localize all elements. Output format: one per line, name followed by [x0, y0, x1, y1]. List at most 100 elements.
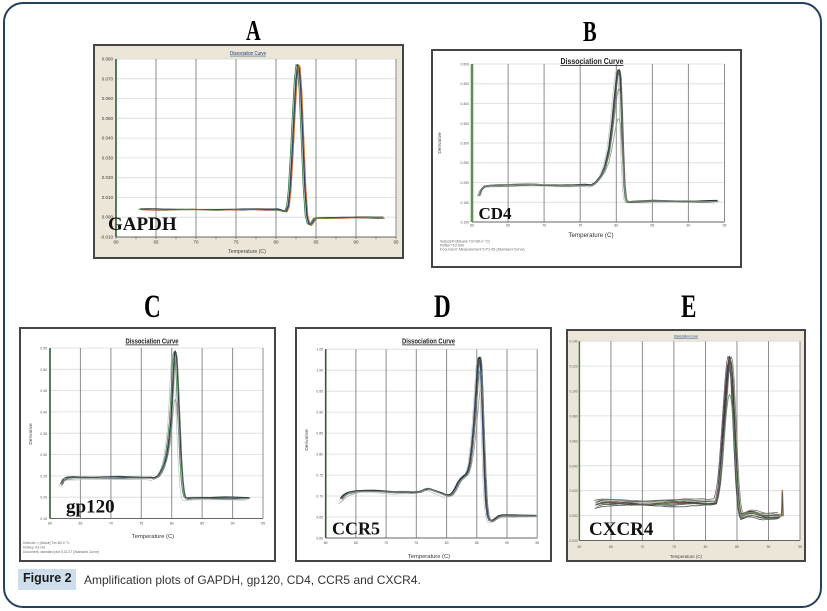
svg-text:Temperature (C): Temperature (C) [228, 249, 266, 255]
svg-text:0.400: 0.400 [460, 102, 469, 106]
svg-text:0.85: 0.85 [316, 431, 323, 435]
svg-text:0.100: 0.100 [460, 220, 469, 224]
svg-text:0.70: 0.70 [316, 494, 323, 498]
svg-text:Derivative: Derivative [28, 423, 34, 445]
svg-text:CD4: CD4 [478, 204, 512, 223]
svg-text:0.40: 0.40 [40, 410, 47, 414]
svg-text:0.060: 0.060 [569, 439, 577, 443]
svg-text:Hotkey: A1-H3: Hotkey: A1-H3 [23, 545, 45, 549]
svg-text:Temperature (C): Temperature (C) [407, 554, 449, 560]
svg-text:90: 90 [353, 239, 359, 244]
svg-text:GAPDH: GAPDH [108, 214, 177, 235]
svg-text:70: 70 [193, 239, 199, 244]
svg-text:1.05: 1.05 [316, 347, 323, 351]
svg-text:65: 65 [609, 545, 613, 549]
svg-text:95: 95 [535, 541, 539, 545]
svg-text:0.450: 0.450 [460, 82, 469, 86]
svg-text:0.90: 0.90 [316, 410, 323, 414]
svg-text:70: 70 [640, 545, 644, 549]
svg-text:0.070: 0.070 [101, 76, 113, 81]
svg-text:Dissociation Curve: Dissociation Curve [125, 336, 178, 345]
svg-text:0.250: 0.250 [460, 161, 469, 165]
svg-text:Dissociation Curve: Dissociation Curve [230, 50, 266, 56]
svg-text:CXCR4: CXCR4 [589, 519, 654, 540]
svg-text:0.080: 0.080 [569, 414, 577, 418]
svg-text:Detector = [About] Tm=80.0 °C: Detector = [About] Tm=80.0 °C [23, 541, 70, 545]
svg-text:Dissociation Curve: Dissociation Curve [402, 336, 455, 345]
svg-text:0.35: 0.35 [40, 431, 47, 435]
svg-text:0.25: 0.25 [40, 474, 47, 478]
svg-text:Setpoint=[Means Tm=80.0 °C]: Setpoint=[Means Tm=80.0 °C] [440, 239, 490, 243]
svg-text:85: 85 [313, 239, 319, 244]
svg-text:Document: Measurement 5 P1-05: Document: Measurement 5 P1-05 (Standard … [440, 247, 525, 251]
svg-text:Peltier=10.000: Peltier=10.000 [440, 243, 464, 247]
svg-text:-0.020: -0.020 [568, 539, 577, 543]
svg-text:0.50: 0.50 [40, 367, 47, 371]
svg-text:-0.010: -0.010 [100, 234, 113, 239]
svg-text:0.100: 0.100 [569, 389, 577, 393]
svg-text:1.00: 1.00 [316, 368, 323, 372]
svg-text:Dissociation Curve: Dissociation Curve [674, 333, 699, 338]
svg-text:0.65: 0.65 [316, 515, 323, 519]
svg-text:0.050: 0.050 [101, 115, 113, 120]
svg-text:0.500: 0.500 [460, 62, 469, 66]
svg-text:80: 80 [703, 545, 707, 549]
svg-text:65: 65 [353, 541, 357, 545]
svg-text:90: 90 [686, 223, 690, 227]
svg-text:60: 60 [48, 521, 52, 525]
svg-text:0.010: 0.010 [101, 194, 113, 199]
svg-text:80: 80 [444, 541, 448, 545]
svg-text:60: 60 [323, 541, 327, 545]
svg-text:0.80: 0.80 [316, 452, 323, 456]
svg-text:Derivative: Derivative [437, 132, 443, 154]
svg-text:0.30: 0.30 [40, 453, 47, 457]
svg-text:0.200: 0.200 [460, 181, 469, 185]
svg-text:95: 95 [393, 239, 399, 244]
svg-text:0.060: 0.060 [101, 96, 113, 101]
svg-text:75: 75 [139, 521, 143, 525]
svg-text:95: 95 [798, 545, 802, 549]
svg-text:65: 65 [78, 521, 82, 525]
svg-text:85: 85 [735, 545, 739, 549]
svg-text:0.45: 0.45 [40, 389, 47, 393]
svg-text:0.350: 0.350 [460, 121, 469, 125]
svg-text:75: 75 [578, 223, 582, 227]
svg-text:Document: standard plot 5.31.0: Document: standard plot 5.31.07 (Standar… [23, 550, 99, 554]
svg-text:0.040: 0.040 [569, 464, 577, 468]
svg-text:75: 75 [414, 541, 418, 545]
svg-text:0.60: 0.60 [316, 536, 323, 540]
svg-text:80: 80 [273, 239, 279, 244]
svg-text:70: 70 [542, 223, 546, 227]
svg-text:Dissociation Curve: Dissociation Curve [560, 57, 623, 66]
svg-text:0.020: 0.020 [101, 175, 113, 180]
svg-text:65: 65 [506, 223, 510, 227]
svg-text:70: 70 [384, 541, 388, 545]
svg-text:0.55: 0.55 [40, 346, 47, 350]
svg-text:Temperature (C): Temperature (C) [670, 554, 702, 559]
svg-text:95: 95 [261, 521, 265, 525]
svg-text:0.040: 0.040 [101, 135, 113, 140]
svg-text:Temperature (C): Temperature (C) [131, 534, 173, 540]
svg-text:0.020: 0.020 [569, 489, 577, 493]
svg-text:0.75: 0.75 [316, 473, 323, 477]
svg-text:0.140: 0.140 [569, 339, 577, 343]
svg-text:0.120: 0.120 [569, 364, 577, 368]
svg-text:75: 75 [672, 545, 676, 549]
svg-text:70: 70 [108, 521, 112, 525]
svg-text:60: 60 [113, 239, 119, 244]
svg-text:0.030: 0.030 [101, 155, 113, 160]
svg-text:CCR5: CCR5 [332, 518, 380, 538]
svg-text:gp120: gp120 [66, 496, 115, 517]
svg-text:90: 90 [505, 541, 509, 545]
svg-text:0.080: 0.080 [101, 56, 113, 61]
svg-text:60: 60 [577, 545, 581, 549]
svg-text:0.15: 0.15 [40, 517, 47, 521]
svg-text:80: 80 [614, 223, 618, 227]
svg-text:0.20: 0.20 [40, 495, 47, 499]
svg-text:0.000: 0.000 [101, 214, 113, 219]
svg-text:90: 90 [230, 521, 234, 525]
svg-text:75: 75 [233, 239, 239, 244]
svg-text:85: 85 [650, 223, 654, 227]
svg-text:85: 85 [200, 521, 204, 525]
svg-text:60: 60 [470, 223, 474, 227]
